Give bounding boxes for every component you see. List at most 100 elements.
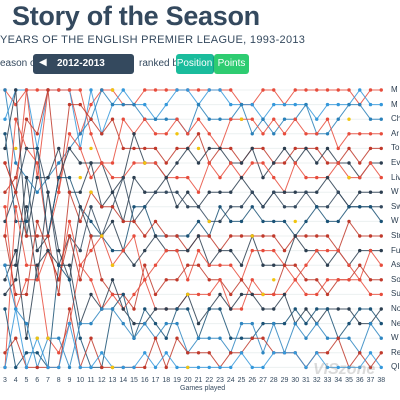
- team-series-point: [358, 263, 362, 267]
- team-series-line: [4, 89, 382, 193]
- team-series-point: [3, 132, 7, 136]
- season-selector[interactable]: ◀ 2012-2013: [33, 54, 134, 74]
- highlight-point: [35, 336, 39, 340]
- team-series-point: [3, 292, 7, 297]
- team-label[interactable]: M: [391, 85, 398, 94]
- team-series-point: [143, 248, 147, 253]
- team-label[interactable]: W: [391, 187, 399, 197]
- team-series-point: [315, 351, 319, 355]
- team-series-point: [261, 117, 265, 121]
- team-series-point: [14, 117, 18, 121]
- team-series-point: [89, 365, 93, 370]
- team-series-point: [272, 219, 276, 224]
- team-series-point: [261, 248, 265, 253]
- team-series-point: [153, 88, 158, 92]
- team-series-point: [229, 88, 233, 92]
- team-label[interactable]: Su: [391, 289, 400, 299]
- team-series-point: [282, 351, 287, 355]
- position-toggle-button[interactable]: Position: [176, 54, 214, 74]
- team-series-point: [379, 117, 383, 121]
- team-series-point: [304, 292, 308, 297]
- team-series-point: [24, 351, 29, 355]
- team-series-point: [261, 88, 265, 92]
- team-series-point: [207, 190, 211, 194]
- team-series-point: [175, 190, 179, 194]
- team-label[interactable]: W: [391, 216, 399, 226]
- team-series-point: [110, 307, 115, 311]
- team-series-point: [14, 336, 18, 340]
- team-series-point: [229, 336, 233, 340]
- highlight-point: [239, 117, 244, 121]
- team-series-point: [67, 132, 72, 136]
- team-series-point: [110, 278, 115, 282]
- team-series-point: [293, 205, 297, 209]
- team-series-line: [4, 88, 382, 194]
- team-label[interactable]: Re: [391, 347, 400, 357]
- team-series-point: [78, 263, 82, 267]
- team-series-point: [57, 88, 61, 92]
- team-series-point: [229, 146, 233, 151]
- team-series-point: [121, 88, 125, 92]
- team-label[interactable]: Liv: [391, 172, 400, 182]
- team-label[interactable]: No: [391, 304, 400, 313]
- team-series-point: [218, 219, 222, 224]
- team-series-point: [46, 365, 50, 370]
- team-label[interactable]: So: [391, 274, 400, 284]
- team-label[interactable]: As: [391, 260, 400, 270]
- team-series-line: [4, 192, 382, 295]
- team-series-point: [379, 234, 383, 238]
- team-series-line: [4, 308, 382, 370]
- team-series-point: [218, 278, 222, 282]
- team-series-point: [358, 234, 362, 238]
- highlight-point: [347, 175, 351, 180]
- team-series-point: [272, 132, 276, 136]
- team-series-point: [35, 132, 39, 136]
- team-series-point: [207, 234, 211, 238]
- team-series-point: [325, 175, 330, 180]
- team-series-point: [358, 321, 362, 326]
- team-series-point: [315, 321, 319, 326]
- team-series-point: [164, 336, 168, 340]
- team-label[interactable]: Fu: [391, 245, 400, 255]
- team-label[interactable]: W: [391, 333, 399, 343]
- team-series-point: [282, 102, 287, 107]
- team-label[interactable]: Sw: [391, 201, 400, 211]
- team-series-point: [207, 351, 211, 355]
- team-label[interactable]: To: [391, 143, 400, 153]
- team-series-point: [304, 248, 308, 253]
- team-series-point: [304, 102, 308, 107]
- team-series-point: [272, 88, 276, 92]
- team-series-point: [293, 117, 297, 121]
- team-label[interactable]: Ev: [391, 158, 400, 167]
- team-series-point: [379, 219, 383, 224]
- x-tick-label: 33: [324, 377, 332, 384]
- team-series-point: [229, 161, 233, 165]
- x-tick-label: 37: [367, 377, 375, 384]
- team-series-point: [239, 175, 244, 180]
- team-label[interactable]: QI: [391, 362, 400, 372]
- team-series-point: [336, 102, 340, 107]
- highlight-point: [175, 132, 179, 136]
- team-series-point: [3, 146, 7, 151]
- team-series-point: [325, 146, 330, 151]
- team-series-point: [315, 117, 319, 121]
- team-series-point: [24, 292, 29, 297]
- team-series-point: [282, 219, 287, 224]
- points-toggle-button[interactable]: Points: [214, 54, 249, 74]
- team-label[interactable]: Ne: [391, 318, 400, 328]
- team-label[interactable]: Ar: [391, 128, 399, 138]
- team-label[interactable]: Sto: [391, 231, 400, 240]
- team-series-point: [368, 88, 373, 92]
- chevron-left-icon[interactable]: ◀: [39, 57, 47, 68]
- team-label[interactable]: Ch: [391, 114, 400, 124]
- team-series-point: [14, 365, 18, 370]
- team-series-point: [336, 161, 340, 165]
- team-series-point: [175, 146, 179, 151]
- team-label[interactable]: M: [391, 99, 398, 109]
- team-series-point: [250, 321, 254, 326]
- team-series-point: [272, 175, 276, 180]
- highlight-point: [250, 234, 254, 238]
- team-series-point: [261, 234, 265, 238]
- team-series-point: [143, 365, 147, 370]
- team-series-point: [186, 132, 190, 136]
